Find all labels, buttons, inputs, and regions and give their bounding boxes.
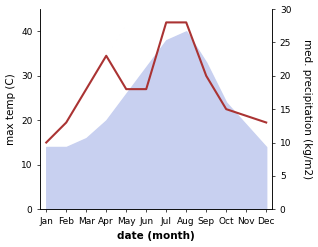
- Y-axis label: max temp (C): max temp (C): [5, 73, 16, 145]
- Y-axis label: med. precipitation (kg/m2): med. precipitation (kg/m2): [302, 39, 313, 179]
- X-axis label: date (month): date (month): [117, 231, 195, 242]
